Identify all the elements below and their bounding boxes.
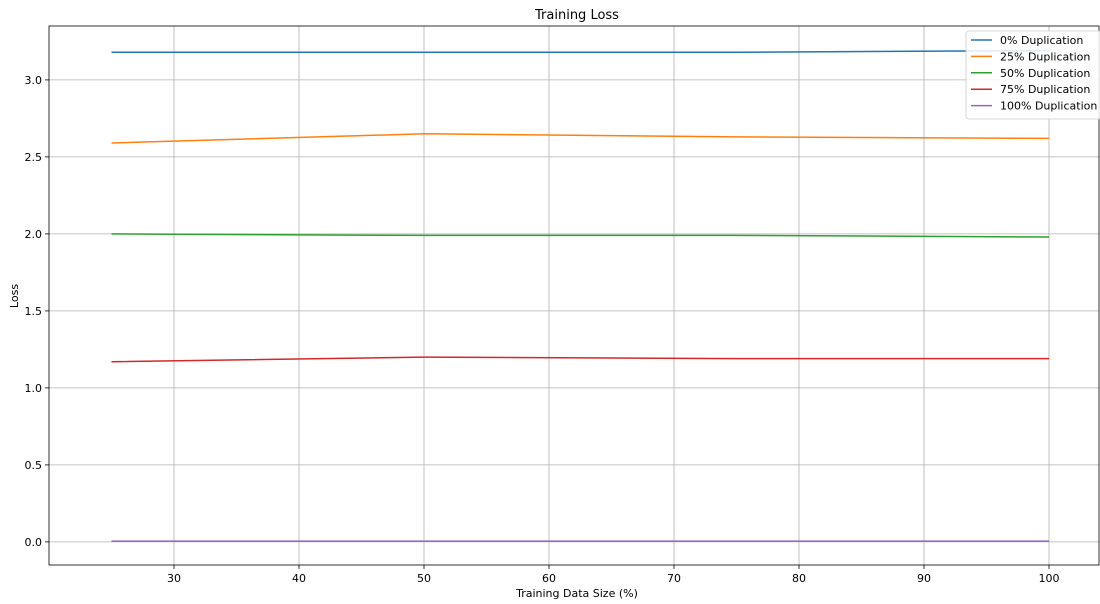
legend: 0% Duplication 25% Duplication 50% Duplica… bbox=[965, 30, 1100, 120]
x-tick-label: 40 bbox=[292, 572, 306, 585]
x-axis-label: Training Data Size (%) bbox=[515, 587, 638, 600]
y-tick-label: 2.5 bbox=[25, 151, 43, 164]
x-tick-label: 80 bbox=[792, 572, 806, 585]
x-tick-label: 60 bbox=[542, 572, 556, 585]
legend-label: 25% Duplication bbox=[1000, 50, 1090, 63]
x-tick-label: 90 bbox=[917, 572, 931, 585]
tick-layer: 30 40 50 60 70 80 90 100 0.0 0.5 1.0 1.5 2.0 2.5 3.0 bbox=[25, 74, 1060, 585]
series-layer bbox=[111, 49, 1050, 542]
grid-layer bbox=[49, 26, 1099, 565]
y-tick-label: 1.5 bbox=[25, 305, 43, 318]
x-tick-label: 30 bbox=[167, 572, 181, 585]
legend-label: 100% Duplication bbox=[1000, 100, 1097, 113]
y-tick-label: 0.5 bbox=[25, 459, 43, 472]
legend-box bbox=[965, 30, 1100, 120]
y-tick-label: 1.0 bbox=[25, 382, 43, 395]
plot-frame bbox=[48, 25, 1100, 566]
legend-label: 0% Duplication bbox=[1000, 34, 1083, 47]
legend-label: 50% Duplication bbox=[1000, 67, 1090, 80]
series-line bbox=[111, 133, 1050, 144]
chart-title: Training Loss bbox=[534, 8, 619, 23]
x-tick-label: 50 bbox=[417, 572, 431, 585]
y-tick-label: 2.0 bbox=[25, 228, 43, 241]
legend-label: 75% Duplication bbox=[1000, 83, 1090, 96]
x-tick-label: 100 bbox=[1039, 572, 1060, 585]
y-axis-label: Loss bbox=[8, 284, 21, 308]
series-line bbox=[111, 233, 1050, 238]
y-tick-label: 0.0 bbox=[25, 536, 43, 549]
y-tick-label: 3.0 bbox=[25, 74, 43, 87]
series-line bbox=[111, 356, 1049, 363]
series-line bbox=[111, 49, 1050, 53]
x-tick-label: 70 bbox=[667, 572, 681, 585]
